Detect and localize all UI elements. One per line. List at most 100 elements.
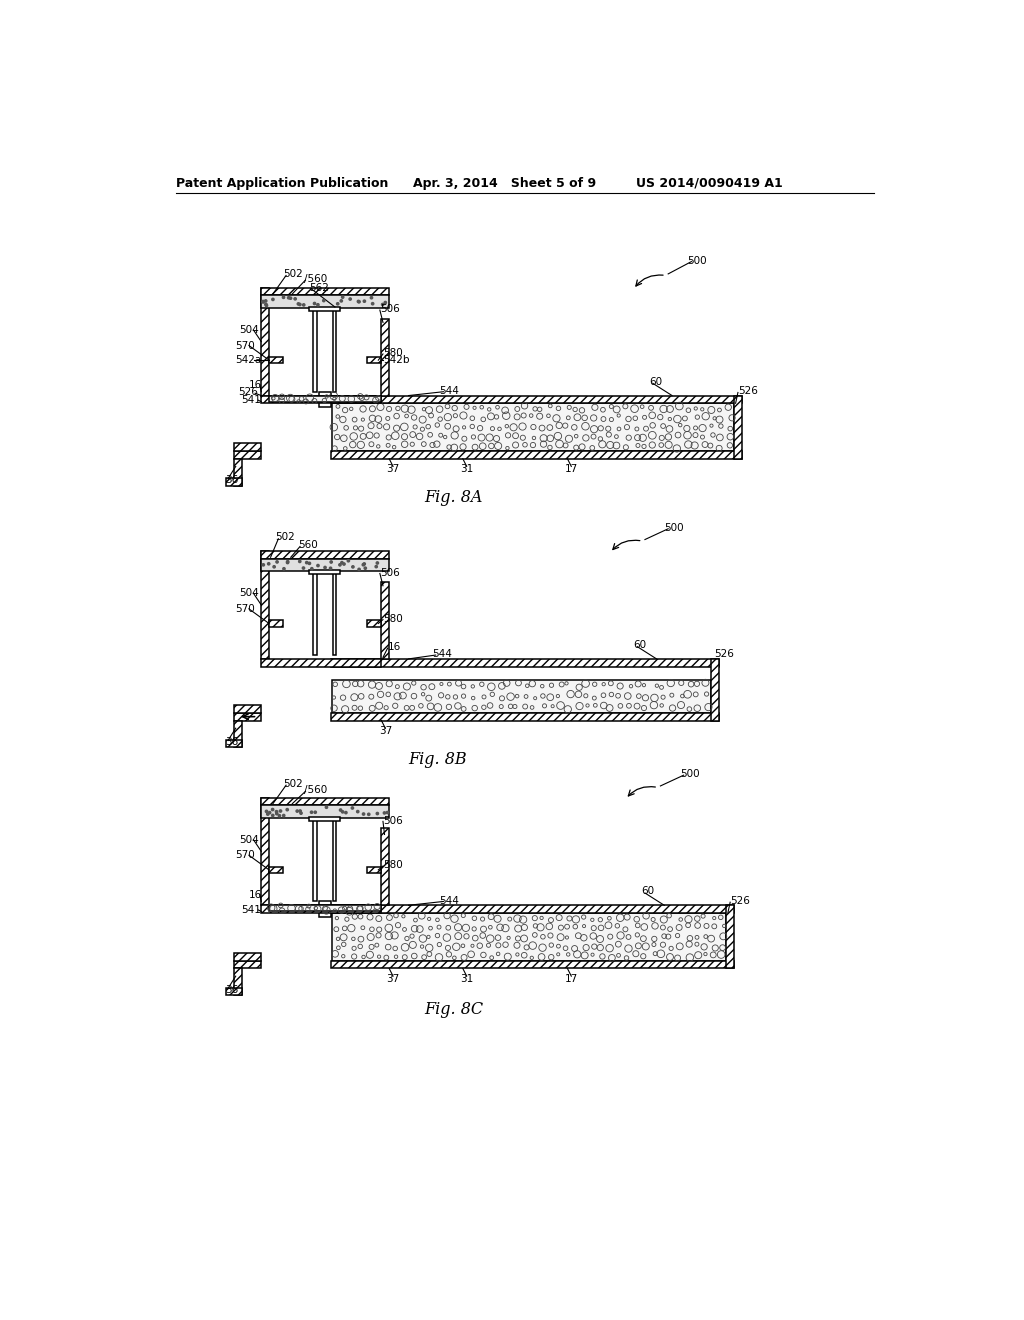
Circle shape [265, 304, 267, 305]
Circle shape [275, 810, 278, 813]
Circle shape [271, 298, 274, 301]
Circle shape [262, 301, 264, 302]
Circle shape [279, 814, 281, 817]
Bar [331, 906, 734, 913]
Text: 36: 36 [225, 985, 239, 995]
Circle shape [362, 564, 365, 566]
Bar [313, 308, 317, 392]
Circle shape [384, 301, 386, 304]
Bar [261, 552, 389, 558]
Circle shape [383, 812, 386, 814]
Circle shape [300, 812, 302, 814]
Bar [234, 721, 242, 747]
Circle shape [368, 813, 370, 816]
Circle shape [364, 562, 366, 565]
Circle shape [299, 810, 301, 812]
Circle shape [262, 564, 264, 566]
Bar [368, 867, 381, 873]
Bar [234, 969, 242, 995]
Text: 504: 504 [240, 589, 259, 598]
Circle shape [268, 812, 270, 814]
Text: 541: 541 [241, 906, 261, 915]
Circle shape [326, 807, 328, 808]
Text: 544: 544 [439, 385, 460, 396]
Text: 504: 504 [240, 325, 259, 335]
Bar [332, 404, 734, 451]
Bar [309, 817, 340, 821]
Bar [333, 817, 337, 902]
Text: US 2014/0090419 A1: US 2014/0090419 A1 [636, 177, 782, 190]
Bar [309, 308, 340, 312]
Text: 541: 541 [241, 395, 261, 405]
Text: 506: 506 [380, 305, 399, 314]
Text: 37: 37 [386, 974, 399, 985]
Text: 580: 580 [383, 861, 402, 870]
Text: Fig. 8A: Fig. 8A [424, 488, 482, 506]
Circle shape [376, 812, 379, 814]
Circle shape [352, 566, 354, 568]
Text: 504: 504 [240, 834, 259, 845]
Text: 580: 580 [383, 614, 402, 624]
Bar [368, 358, 381, 363]
Bar [331, 396, 741, 404]
Text: 17: 17 [564, 465, 578, 474]
Circle shape [302, 566, 304, 569]
Circle shape [316, 565, 319, 566]
Circle shape [340, 300, 342, 302]
Text: 502: 502 [283, 269, 303, 279]
Circle shape [264, 300, 267, 302]
Bar [234, 705, 261, 713]
Bar [381, 829, 389, 906]
Bar [313, 572, 317, 655]
Bar [381, 582, 389, 659]
Text: 570: 570 [234, 603, 255, 614]
Circle shape [362, 813, 365, 816]
Bar [261, 558, 389, 572]
Text: Fig. 8B: Fig. 8B [409, 751, 467, 767]
Circle shape [313, 302, 315, 305]
Bar [226, 478, 242, 486]
Text: 60: 60 [641, 887, 654, 896]
Bar [331, 451, 741, 459]
Bar [234, 459, 242, 486]
Circle shape [266, 813, 269, 816]
Bar [234, 451, 261, 459]
Bar [332, 680, 711, 713]
Circle shape [365, 568, 367, 569]
Circle shape [357, 301, 360, 302]
Text: 60: 60 [649, 376, 662, 387]
Circle shape [287, 561, 289, 562]
Circle shape [339, 809, 342, 812]
Circle shape [324, 566, 327, 569]
Bar [726, 906, 734, 969]
Bar [261, 906, 381, 913]
Text: 16: 16 [249, 890, 262, 899]
Bar [261, 797, 269, 906]
Bar [269, 396, 381, 401]
Bar [331, 713, 719, 721]
Circle shape [375, 565, 378, 568]
Circle shape [308, 562, 310, 565]
Circle shape [302, 304, 305, 306]
Circle shape [364, 300, 366, 302]
Text: 526: 526 [730, 896, 750, 906]
Circle shape [267, 562, 270, 565]
Bar [313, 817, 317, 902]
Bar [269, 867, 283, 873]
Text: 506: 506 [383, 816, 402, 825]
Bar [226, 739, 242, 747]
Text: 60: 60 [633, 640, 646, 649]
Text: 31: 31 [460, 465, 473, 474]
Text: 526: 526 [238, 388, 258, 397]
Circle shape [299, 560, 301, 562]
Circle shape [283, 296, 285, 298]
Circle shape [265, 305, 267, 306]
Bar [318, 902, 331, 917]
Circle shape [273, 566, 275, 568]
Bar [261, 552, 269, 659]
Circle shape [280, 810, 282, 812]
Circle shape [342, 296, 344, 298]
Circle shape [275, 813, 278, 814]
Circle shape [371, 297, 373, 298]
Text: 36: 36 [225, 737, 239, 747]
